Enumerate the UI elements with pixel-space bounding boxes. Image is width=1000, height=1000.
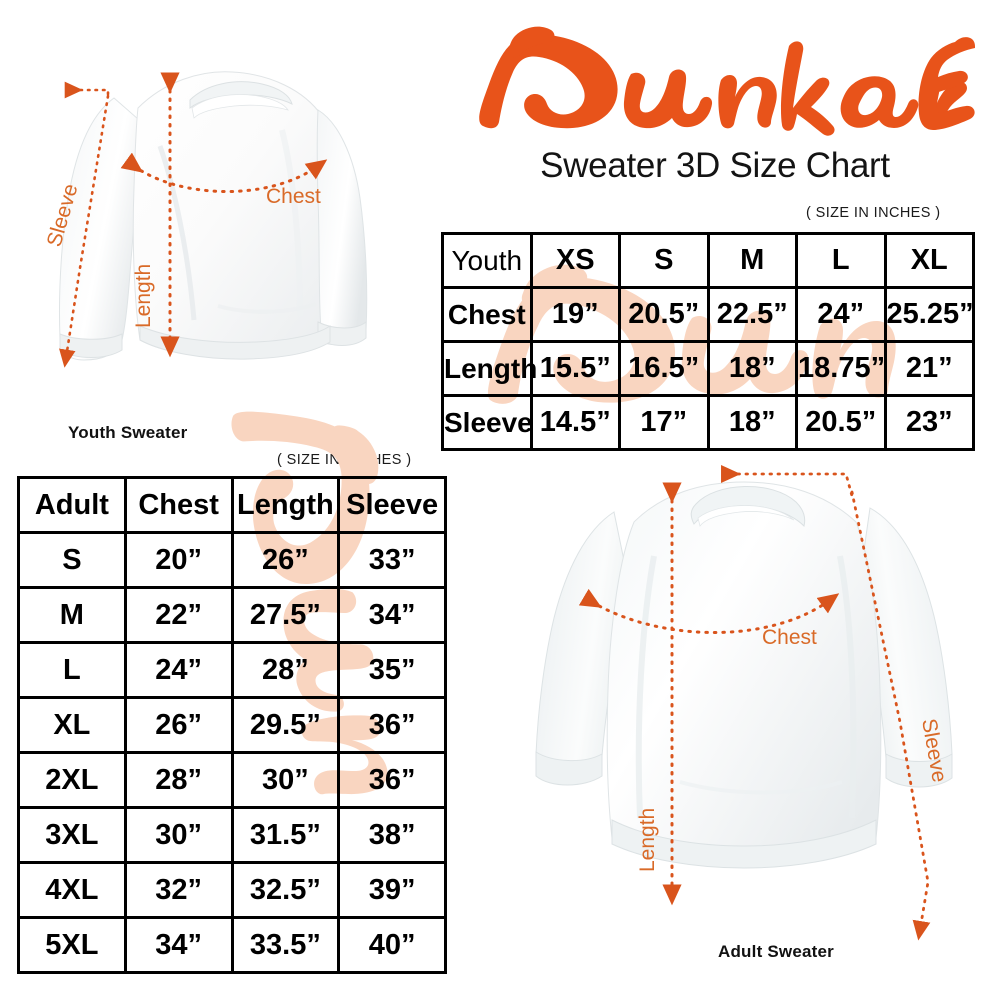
youth-chest-annotation-text: Chest: [266, 185, 321, 208]
table-row: 4XL 32” 32.5” 39”: [17, 861, 447, 919]
adult-units-note: ( SIZE IN INCHES ): [277, 452, 412, 468]
brand-logo-wrap: [455, 22, 975, 142]
adult-sweater-icon: Sleeve Chest Length: [535, 465, 953, 941]
adult-size-m: M: [17, 586, 127, 644]
youth-col-l: L: [795, 232, 887, 289]
table-row: XL 26” 29.5” 36”: [17, 696, 447, 754]
youth-table-header-row: Youth XS S M L XL: [441, 232, 975, 289]
adult-chest-xl: 26”: [123, 696, 234, 754]
youth-row-label-chest: Chest: [441, 286, 533, 343]
adult-sleeve-4xl: 39”: [337, 861, 447, 919]
table-row: 5XL 34” 33.5” 40”: [17, 916, 447, 974]
adult-sleeve-5xl: 40”: [337, 916, 447, 974]
youth-sleeve-l: 20.5”: [795, 394, 887, 451]
adult-length-xl: 29.5”: [230, 696, 341, 754]
youth-col-xs: XS: [529, 232, 621, 289]
adult-size-3xl: 3XL: [17, 806, 127, 864]
table-row: Chest 19” 20.5” 22.5” 24” 25.25”: [441, 286, 975, 343]
adult-length-3xl: 31.5”: [230, 806, 341, 864]
adult-length-annotation-text: Length: [636, 808, 659, 872]
youth-chest-xs: 19”: [529, 286, 621, 343]
adult-chest-4xl: 32”: [123, 861, 234, 919]
youth-sleeve-s: 17”: [618, 394, 710, 451]
adult-chest-l: 24”: [123, 641, 234, 699]
youth-length-s: 16.5”: [618, 340, 710, 397]
adult-col-chest: Chest: [123, 476, 234, 534]
adult-sleeve-m: 34”: [337, 586, 447, 644]
adult-length-m: 27.5”: [230, 586, 341, 644]
adult-length-s: 26”: [230, 531, 341, 589]
youth-length-xs: 15.5”: [529, 340, 621, 397]
table-row: M 22” 27.5” 34”: [17, 586, 447, 644]
page-title: Sweater 3D Size Chart: [540, 146, 890, 185]
adult-sleeve-xl: 36”: [337, 696, 447, 754]
table-row: L 24” 28” 35”: [17, 641, 447, 699]
table-row: S 20” 26” 33”: [17, 531, 447, 589]
adult-chest-3xl: 30”: [123, 806, 234, 864]
adult-chest-annotation-text: Chest: [762, 626, 817, 649]
adult-sleeve-s: 33”: [337, 531, 447, 589]
youth-sleeve-xs: 14.5”: [529, 394, 621, 451]
adult-size-4xl: 4XL: [17, 861, 127, 919]
youth-sweater-illustration: Sleeve Chest Length: [18, 38, 418, 408]
adult-length-l: 28”: [230, 641, 341, 699]
adult-chest-m: 22”: [123, 586, 234, 644]
adult-size-s: S: [17, 531, 127, 589]
adult-col-size: Adult: [17, 476, 127, 534]
adult-chest-5xl: 34”: [123, 916, 234, 974]
youth-chest-xl: 25.25”: [883, 286, 975, 343]
adult-chest-2xl: 28”: [123, 751, 234, 809]
youth-length-annotation-text: Length: [132, 264, 155, 328]
adult-size-2xl: 2XL: [17, 751, 127, 809]
adult-table-header-row: Adult Chest Length Sleeve: [17, 476, 447, 534]
youth-chest-m: 22.5”: [706, 286, 798, 343]
youth-row-label-sleeve: Sleeve: [441, 394, 533, 451]
adult-size-xl: XL: [17, 696, 127, 754]
table-row: 3XL 30” 31.5” 38”: [17, 806, 447, 864]
youth-sweater-caption: Youth Sweater: [68, 423, 188, 442]
adult-sleeve-2xl: 36”: [337, 751, 447, 809]
youth-sleeve-m: 18”: [706, 394, 798, 451]
adult-length-2xl: 30”: [230, 751, 341, 809]
youth-length-l: 18.75”: [795, 340, 887, 397]
youth-size-table: Youth XS S M L XL Chest 19” 20.5” 22.5” …: [441, 232, 975, 451]
youth-col-m: M: [706, 232, 798, 289]
adult-sweater-illustration: Sleeve Chest Length: [530, 452, 995, 944]
table-row: Sleeve 14.5” 17” 18” 20.5” 23”: [441, 394, 975, 451]
adult-size-5xl: 5XL: [17, 916, 127, 974]
youth-sleeve-xl: 23”: [883, 394, 975, 451]
youth-units-note: ( SIZE IN INCHES ): [806, 205, 941, 221]
adult-length-4xl: 32.5”: [230, 861, 341, 919]
youth-length-m: 18”: [706, 340, 798, 397]
youth-col-xl: XL: [883, 232, 975, 289]
dunkare-logo-icon: [479, 26, 975, 136]
table-row: Length 15.5” 16.5” 18” 18.75” 21”: [441, 340, 975, 397]
youth-chest-s: 20.5”: [618, 286, 710, 343]
youth-col-s: S: [618, 232, 710, 289]
adult-col-sleeve: Sleeve: [337, 476, 447, 534]
adult-size-table: Adult Chest Length Sleeve S 20” 26” 33” …: [17, 476, 447, 974]
adult-sleeve-l: 35”: [337, 641, 447, 699]
youth-row-label-length: Length: [441, 340, 537, 397]
adult-sweater-caption: Adult Sweater: [718, 942, 834, 961]
table-row: 2XL 28” 30” 36”: [17, 751, 447, 809]
youth-chest-l: 24”: [795, 286, 887, 343]
youth-sweater-icon: Sleeve Chest Length: [43, 71, 368, 368]
adult-length-5xl: 33.5”: [230, 916, 341, 974]
adult-sleeve-3xl: 38”: [337, 806, 447, 864]
adult-chest-s: 20”: [123, 531, 234, 589]
youth-corner-label: Youth: [441, 232, 533, 289]
youth-length-xl: 21”: [883, 340, 975, 397]
adult-col-length: Length: [230, 476, 341, 534]
adult-size-l: L: [17, 641, 127, 699]
